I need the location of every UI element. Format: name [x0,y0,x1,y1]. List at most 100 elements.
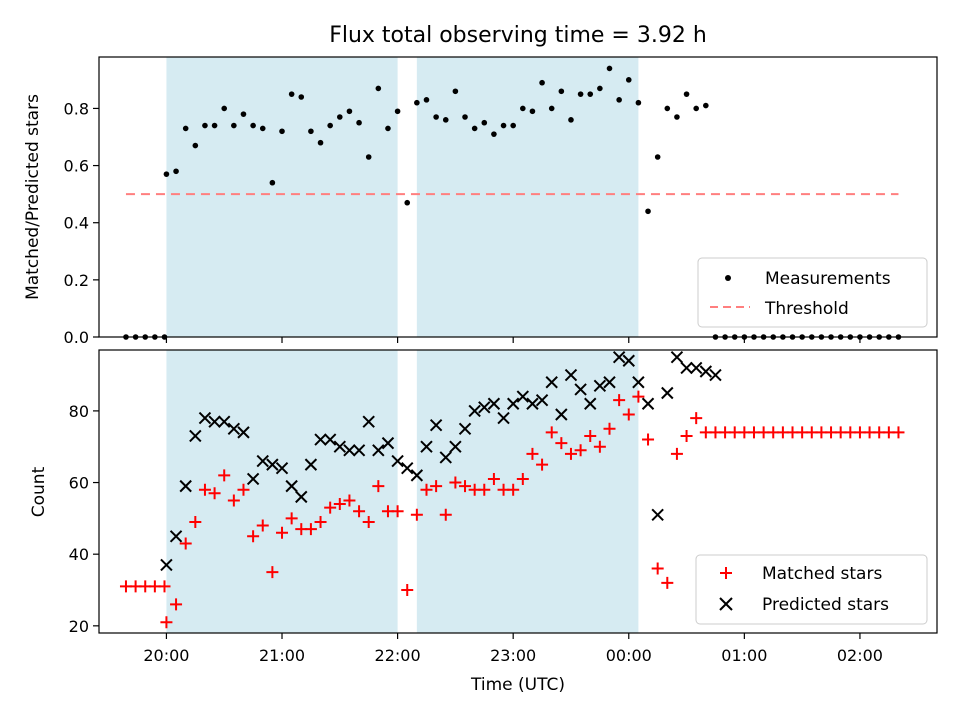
predicted-star-point [304,458,318,471]
legend-predicted-label: Predicted stars [762,595,889,615]
matched-star-point [574,444,587,457]
measurement-point [693,105,699,112]
predicted-star-point [372,444,385,457]
measurement-point [645,208,651,215]
predicted-star-point [603,376,616,389]
bottom-x-ticks: 20:00 21:00 22:00 23:00 00:00 01:00 02:00 [143,633,883,665]
measurement-point [317,139,324,146]
shaded-span-1 [166,350,398,633]
predicted-star-point [526,397,539,410]
matched-star-point [507,483,520,496]
matched-star-point [516,472,529,485]
measurement-point [337,114,343,120]
y-tick-label: 40 [69,545,89,564]
matched-star-point [391,505,404,518]
top-shaded-spans [166,57,639,337]
measurement-point [597,85,603,92]
measurement-point [250,122,256,129]
measurement-point [308,128,314,135]
measurement-point [288,91,295,97]
measurement-point [529,108,536,115]
predicted-star-point [458,422,472,436]
predicted-star-point [555,408,568,421]
matched-star-point [158,580,171,593]
predicted-star-point [670,350,684,364]
predicted-star-point [632,376,645,389]
matched-star-point [439,508,452,521]
matched-star-point [487,472,500,485]
y-tick-label: 0.2 [64,271,89,290]
matched-star-point [324,501,337,514]
matched-star-point [622,408,635,421]
measurement-point [202,122,208,129]
predicted-star-point [506,397,520,410]
matched-star-point [680,429,693,442]
matched-star-point [651,562,664,575]
matched-star-point [613,394,626,407]
matched-star-point [536,458,549,471]
predicted-star-point [593,379,607,393]
bottom-legend-box [695,554,928,625]
y-tick-label: 0.0 [64,328,89,347]
measurement-point [452,88,459,95]
measurement-point [577,91,584,97]
measurement-point [240,111,247,117]
matched-star-point [218,469,231,482]
matched-star-point [670,447,683,460]
matched-star-point [276,526,289,539]
predicted-star-point [651,508,664,521]
matched-star-point [333,498,346,511]
predicted-star-point [295,490,308,504]
top-legend-box [697,257,928,328]
measurement-point [259,125,266,132]
bottom-y-axis-label: Count [29,466,49,517]
y-tick-label: 20 [69,617,89,636]
predicted-star-point [410,469,424,482]
matched-star-point [449,476,462,489]
matched-star-point [304,523,317,536]
predicted-star-point [189,429,202,443]
measurement-point [462,114,468,120]
measurement-point [414,99,420,106]
x-tick-label: 02:00 [837,646,883,665]
matched-star-point [256,519,269,532]
x-tick-label: 01:00 [721,646,767,665]
bottom-plot-area [119,350,905,629]
matched-star-point [410,508,423,521]
legend-matched-marker [720,567,732,579]
matched-star-point [430,480,443,493]
y-tick-label: 60 [69,474,89,493]
predicted-star-point [343,444,356,457]
predicted-star-point [574,383,587,396]
matched-star-point [545,426,558,439]
predicted-star-point [689,361,703,375]
predicted-star-point [227,422,241,436]
y-tick-label: 0.8 [64,99,89,118]
measurement-point [356,119,362,126]
measurement-point [616,97,622,103]
measurement-point [520,105,526,112]
predicted-star-point [352,444,366,457]
predicted-star-point [246,472,260,486]
matched-star-point [892,426,905,439]
predicted-star-point [487,397,501,410]
measurement-point [365,154,372,160]
matched-star-point [372,480,385,493]
predicted-star-point [449,440,462,453]
measurement-point [442,117,449,123]
predicted-star-point [160,558,173,572]
predicted-star-point [218,415,231,428]
matched-star-point [198,483,211,496]
measurement-point [674,114,680,120]
matched-star-point [285,512,298,525]
shaded-span-2 [416,350,639,633]
top-x-ticks [165,337,861,343]
predicted-star-point [169,530,183,543]
top-chart-title: Flux total observing time = 3.92 h [329,23,707,48]
predicted-star-point [612,350,626,364]
predicted-star-point [584,397,597,410]
predicted-star-point [198,411,212,425]
matched-star-point [179,537,192,550]
measurement-point [683,91,690,97]
matched-star-point [353,505,366,518]
